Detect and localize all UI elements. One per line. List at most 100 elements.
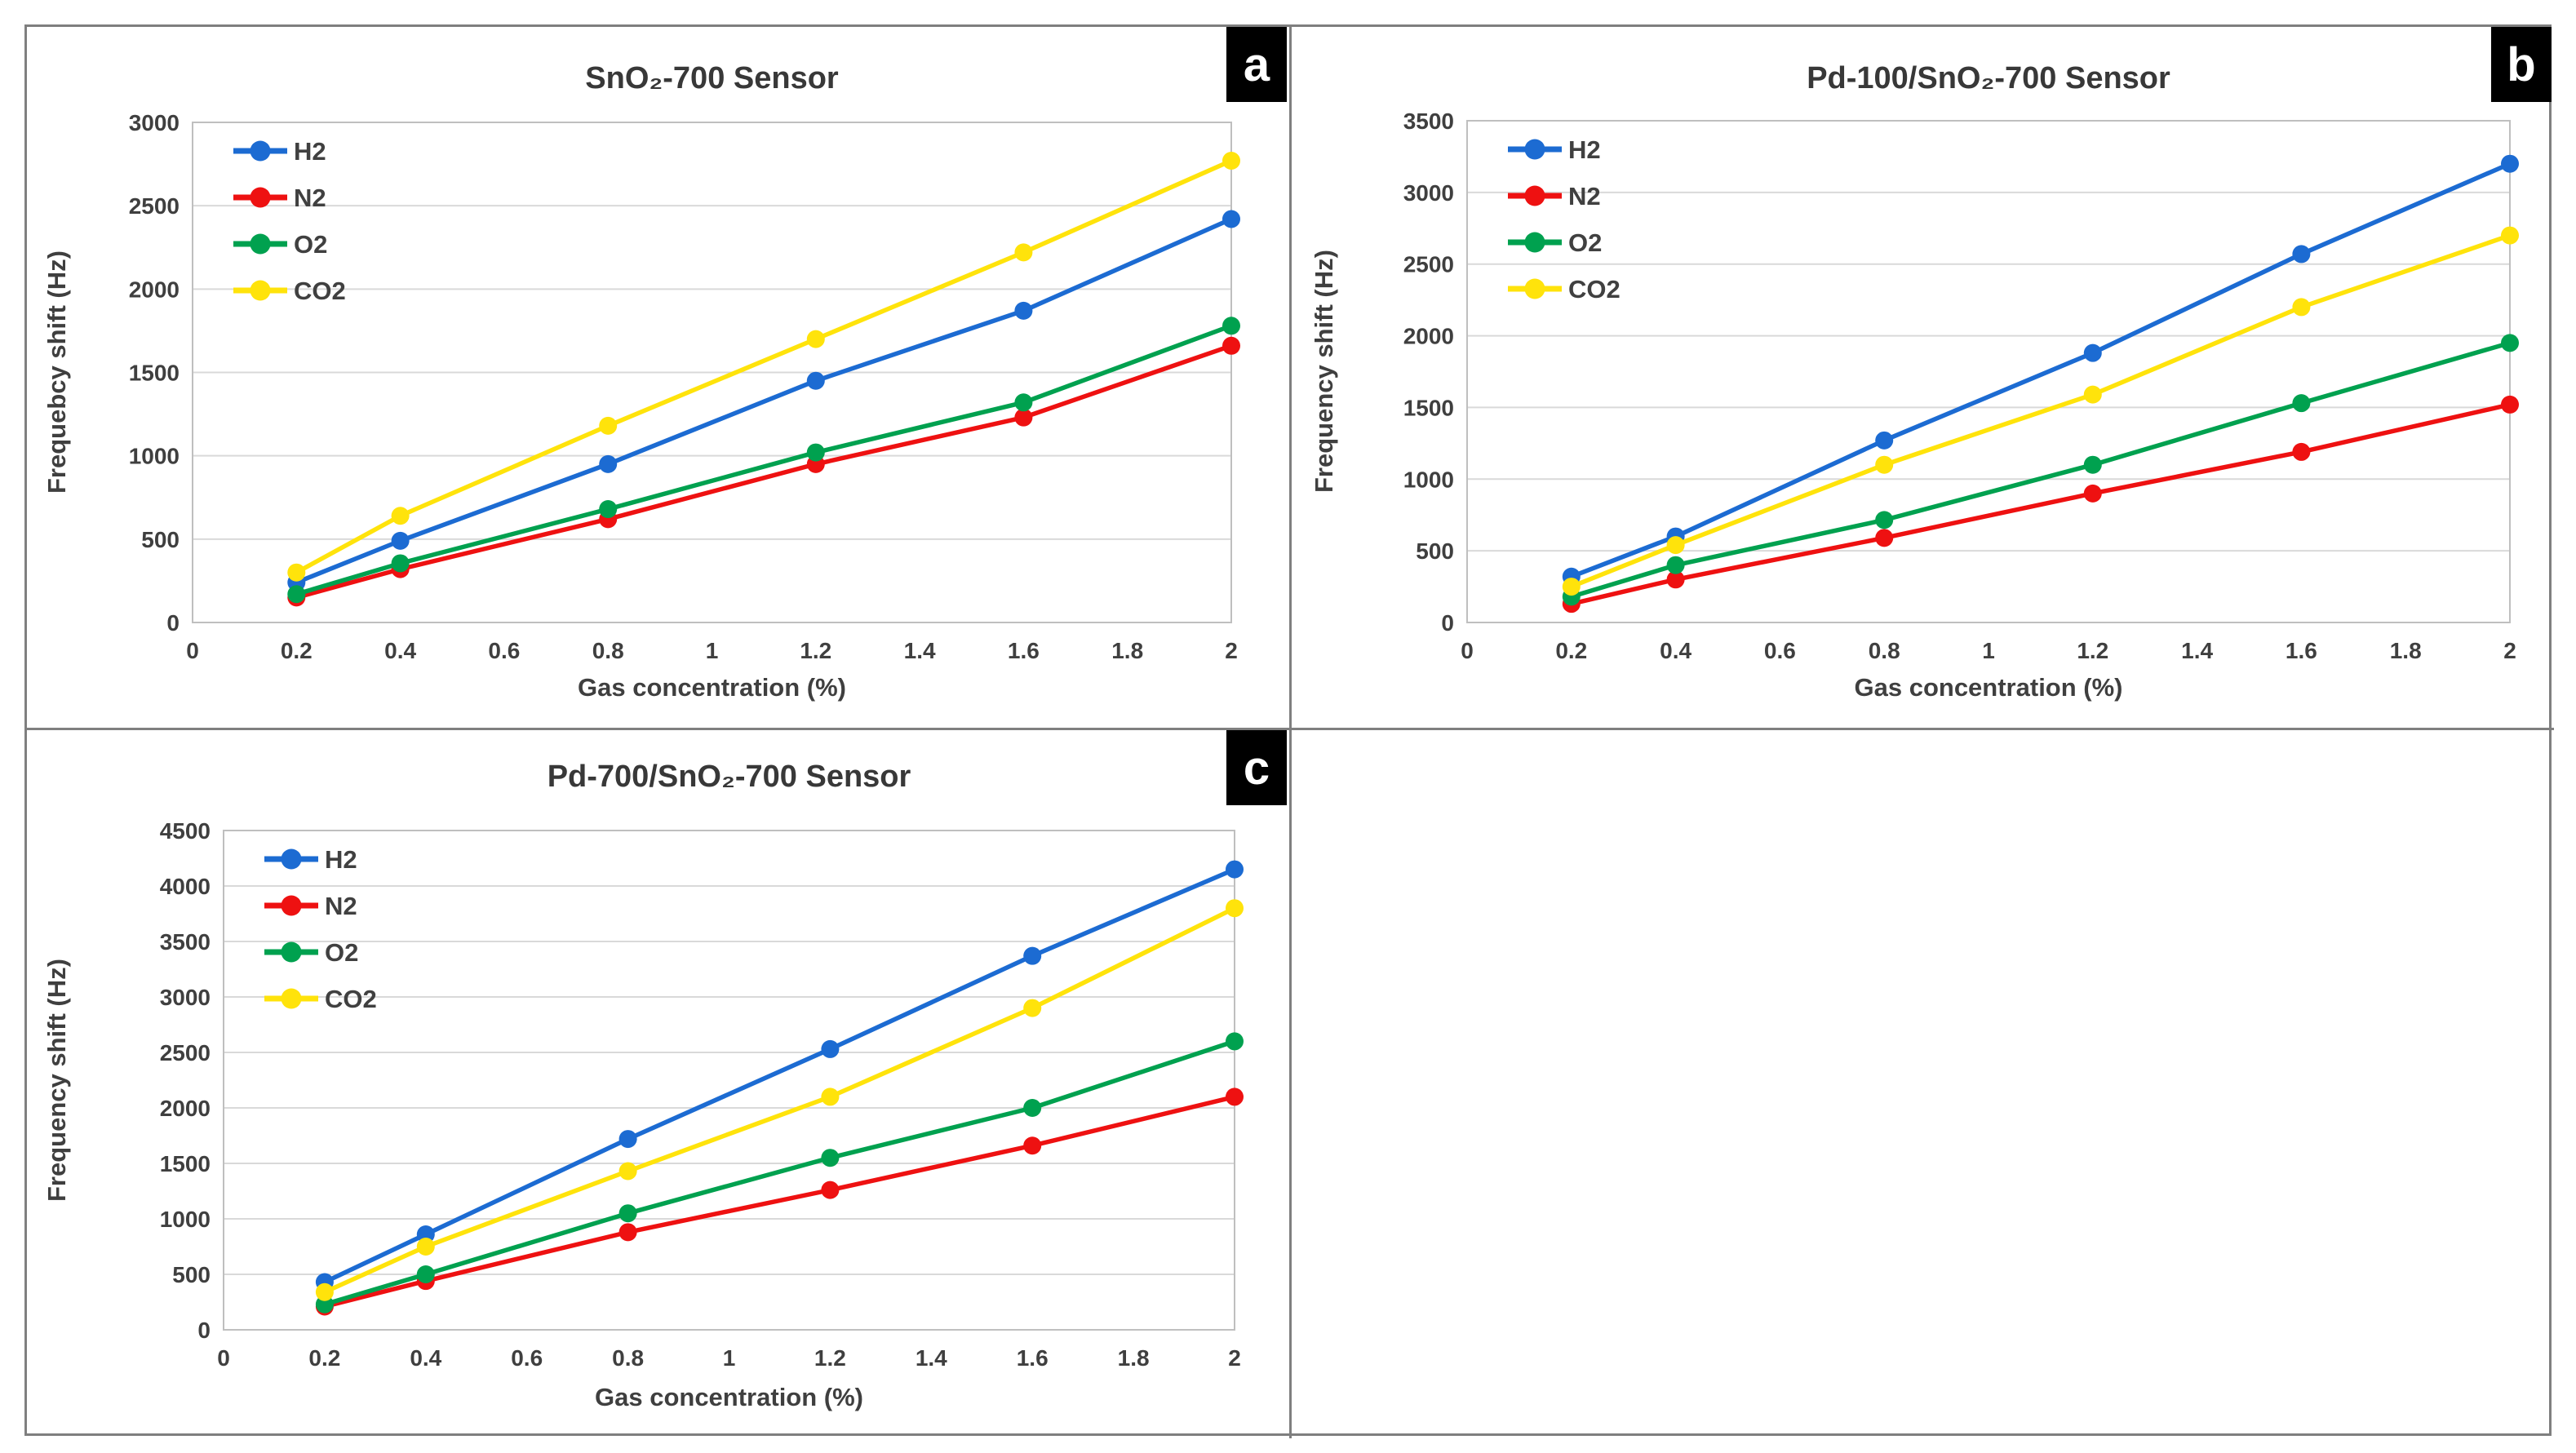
svg-text:1.4: 1.4: [904, 638, 936, 663]
gridlines: [193, 205, 1231, 540]
legend-item-H2: H2: [264, 845, 357, 874]
legend-item-CO2: CO2: [233, 277, 346, 305]
svg-text:2000: 2000: [160, 1096, 211, 1121]
svg-text:2: 2: [2503, 638, 2516, 663]
legend: H2 N2 O2 CO2: [1508, 135, 1621, 303]
svg-text:1.2: 1.2: [814, 1345, 846, 1371]
series-CO2: [315, 899, 1244, 1301]
data-point: [1023, 999, 1042, 1017]
svg-text:2: 2: [1225, 638, 1238, 663]
data-point: [2501, 226, 2519, 245]
svg-text:1: 1: [723, 1345, 736, 1371]
svg-text:1.4: 1.4: [916, 1345, 947, 1371]
chart-title-a: SnO₂-700 Sensor: [585, 61, 839, 95]
data-point: [1014, 408, 1033, 427]
data-point: [2292, 298, 2311, 317]
svg-text:O2: O2: [325, 938, 358, 967]
data-point: [1014, 301, 1033, 320]
legend-item-N2: N2: [264, 892, 357, 920]
data-point: [2501, 154, 2519, 173]
data-point: [2292, 245, 2311, 264]
data-point: [1023, 1099, 1042, 1117]
svg-text:1.6: 1.6: [1017, 1345, 1049, 1371]
series-N2: [1562, 395, 2519, 614]
svg-text:2000: 2000: [129, 277, 180, 302]
legend-item-O2: O2: [1508, 228, 1602, 257]
data-point: [619, 1204, 637, 1223]
data-point: [1023, 1136, 1042, 1155]
data-point: [1562, 578, 1581, 596]
svg-text:0.8: 0.8: [592, 638, 624, 663]
data-point: [599, 416, 618, 435]
panel-badge-c: c: [1226, 730, 1287, 805]
svg-text:0: 0: [1441, 610, 1454, 636]
data-point: [1226, 899, 1244, 918]
data-point: [1875, 529, 1894, 547]
data-point: [2292, 394, 2311, 413]
svg-text:1500: 1500: [129, 361, 180, 386]
svg-text:0.4: 0.4: [384, 638, 416, 663]
legend-marker: [1524, 139, 1545, 160]
svg-text:1.8: 1.8: [1118, 1345, 1150, 1371]
svg-text:1000: 1000: [160, 1207, 211, 1232]
data-point: [391, 531, 410, 550]
panel-c: Pd-700/SnO₂-700 Sensor Frequency shift (…: [24, 730, 1289, 1438]
svg-text:1.8: 1.8: [2390, 638, 2422, 663]
svg-text:N2: N2: [294, 184, 326, 212]
data-point: [2501, 334, 2519, 352]
svg-text:0: 0: [197, 1318, 211, 1343]
data-point: [416, 1265, 435, 1283]
data-point: [2083, 343, 2102, 362]
legend-marker: [281, 988, 302, 1009]
svg-text:0.4: 0.4: [410, 1345, 441, 1371]
svg-text:0.6: 0.6: [488, 638, 520, 663]
svg-text:2500: 2500: [129, 193, 180, 219]
data-point: [1666, 556, 1685, 574]
data-point: [2501, 395, 2519, 414]
data-point: [821, 1039, 840, 1058]
gridlines: [224, 885, 1235, 1275]
svg-text:3500: 3500: [160, 929, 211, 955]
data-point: [1875, 511, 1894, 529]
panel-divider-vertical: [1289, 24, 1292, 1438]
data-point: [1226, 1032, 1244, 1051]
data-point: [599, 500, 618, 519]
panel-divider-horizontal: [24, 728, 2554, 730]
data-point: [619, 1162, 637, 1181]
data-point: [1226, 860, 1244, 879]
legend-marker: [281, 895, 302, 916]
svg-text:0: 0: [186, 638, 199, 663]
svg-text:500: 500: [172, 1262, 211, 1287]
data-point: [1666, 570, 1685, 589]
data-point: [1875, 455, 1894, 474]
gridlines: [1467, 191, 2510, 552]
x-axis-label-a: Gas concentration (%): [578, 673, 846, 702]
data-point: [287, 585, 306, 604]
svg-text:3000: 3000: [160, 985, 211, 1010]
svg-text:2: 2: [1228, 1345, 1241, 1371]
data-point: [821, 1149, 840, 1167]
legend-marker: [250, 187, 271, 208]
svg-text:0.8: 0.8: [612, 1345, 644, 1371]
svg-text:CO2: CO2: [294, 277, 346, 305]
svg-text:H2: H2: [1568, 135, 1601, 164]
legend-marker: [281, 848, 302, 870]
series-H2: [287, 210, 1240, 591]
svg-text:1.4: 1.4: [2181, 638, 2213, 663]
panel-badge-b: b: [2491, 27, 2552, 102]
svg-text:4500: 4500: [160, 818, 211, 844]
svg-text:500: 500: [141, 527, 180, 552]
legend-item-H2: H2: [1508, 135, 1601, 164]
svg-text:2000: 2000: [1403, 324, 1454, 349]
legend-marker: [1524, 278, 1545, 299]
svg-text:CO2: CO2: [1568, 275, 1621, 303]
data-point: [1666, 536, 1685, 555]
svg-text:0.2: 0.2: [1555, 638, 1587, 663]
data-point: [1014, 393, 1033, 412]
y-tick-labels: 0 500 1000 1500 2000 2500 3000 3500: [1403, 109, 1454, 636]
svg-text:4000: 4000: [160, 874, 211, 899]
series-O2: [1562, 334, 2519, 606]
svg-text:N2: N2: [1568, 182, 1601, 210]
data-point: [391, 507, 410, 525]
